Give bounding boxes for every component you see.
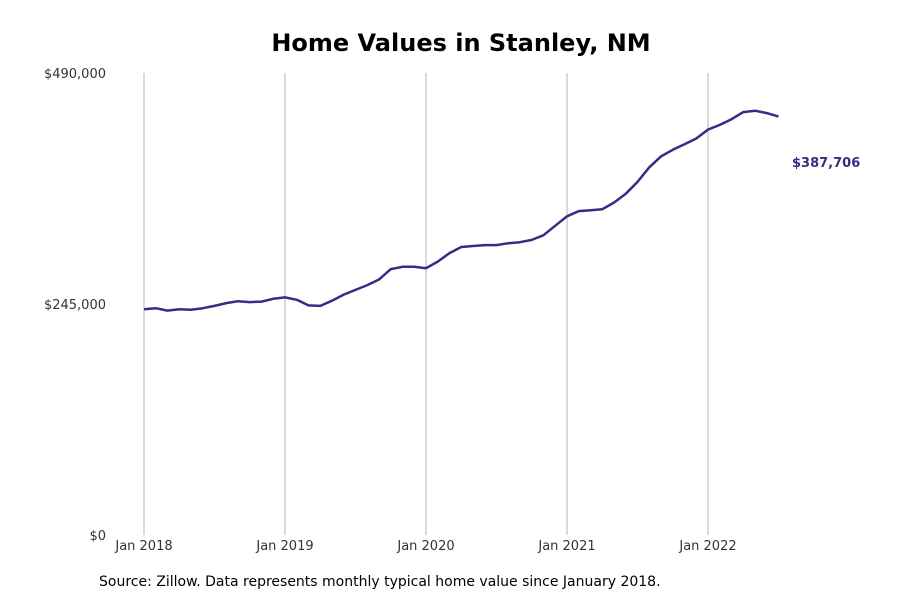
gridlines bbox=[143, 73, 709, 535]
source-note: Source: Zillow. Data represents monthly … bbox=[99, 574, 661, 590]
y-tick-label: $0 bbox=[89, 529, 106, 544]
end-value-label: $387,706 bbox=[792, 156, 860, 171]
y-axis-ticks: $0 $245,000 $490,000 bbox=[44, 67, 106, 544]
chart-title: Home Values in Stanley, NM bbox=[271, 29, 650, 57]
x-tick-label: Jan 2022 bbox=[678, 539, 736, 554]
y-tick-label: $490,000 bbox=[44, 67, 106, 82]
x-tick-label: Jan 2019 bbox=[255, 539, 313, 554]
x-tick-label: Jan 2021 bbox=[537, 539, 595, 554]
x-tick-label: Jan 2018 bbox=[114, 539, 172, 554]
x-axis-ticks: Jan 2018 Jan 2019 Jan 2020 Jan 2021 Jan 2022 bbox=[114, 539, 736, 554]
x-tick-label: Jan 2020 bbox=[396, 539, 454, 554]
series-line bbox=[143, 109, 779, 312]
y-tick-label: $245,000 bbox=[44, 298, 106, 313]
